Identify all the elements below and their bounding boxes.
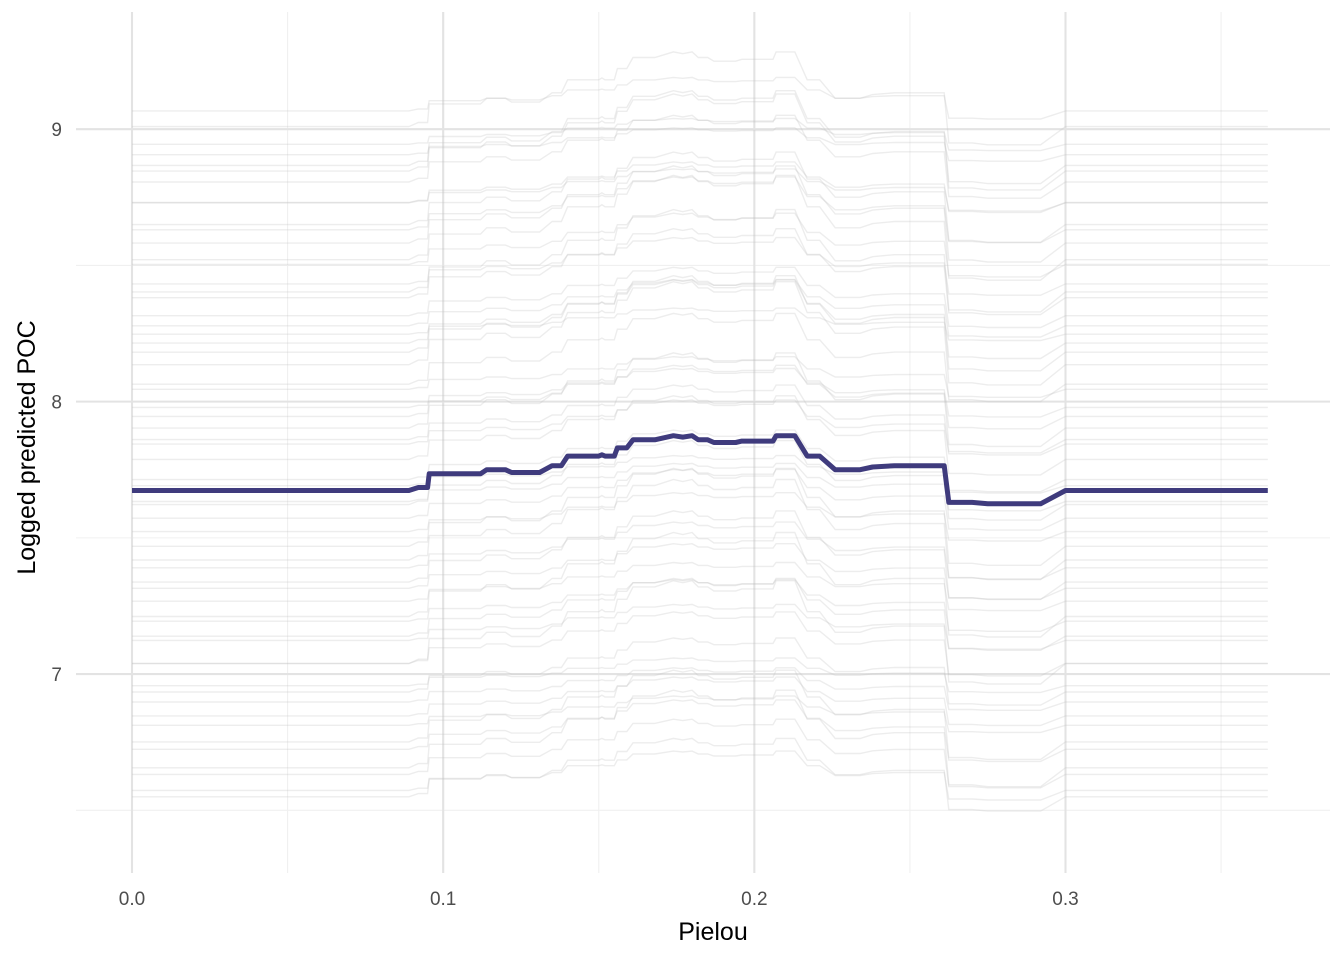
ice-curve bbox=[132, 699, 1268, 763]
ice-curve bbox=[132, 718, 1268, 789]
ice-curve bbox=[132, 531, 1268, 638]
ice-curve bbox=[132, 161, 1268, 214]
ice-curve bbox=[132, 454, 1268, 494]
ice-curve bbox=[132, 577, 1268, 651]
ice-curve bbox=[132, 468, 1268, 531]
y-tick-labels: 7 8 9 bbox=[51, 120, 62, 686]
y-tick-label: 9 bbox=[51, 120, 62, 141]
ice-curve bbox=[132, 117, 1268, 152]
ice-curve bbox=[132, 151, 1268, 243]
ice-curve bbox=[132, 695, 1268, 734]
ice-curves bbox=[132, 51, 1268, 812]
ice-curve bbox=[132, 114, 1268, 199]
ice-curve bbox=[132, 669, 1268, 761]
ice-curve bbox=[132, 127, 1268, 162]
x-tick-label: 0.2 bbox=[741, 889, 767, 910]
ice-curve bbox=[132, 280, 1268, 386]
ice-curve bbox=[132, 312, 1268, 403]
ice-curve bbox=[132, 208, 1268, 313]
ice-curve bbox=[132, 603, 1268, 650]
ice-curve bbox=[132, 89, 1268, 185]
ice-curve bbox=[132, 384, 1268, 454]
ice-curve bbox=[132, 579, 1268, 685]
ice-curve bbox=[132, 165, 1268, 263]
y-tick-label: 8 bbox=[51, 393, 62, 414]
ice-curve bbox=[132, 657, 1268, 694]
ice-curve bbox=[132, 227, 1268, 316]
ice-curve bbox=[132, 510, 1268, 601]
ice-curve bbox=[132, 637, 1268, 706]
minor-gridlines bbox=[76, 12, 1330, 873]
ice-curve bbox=[132, 542, 1268, 600]
ice-curve bbox=[132, 467, 1268, 566]
major-gridlines bbox=[76, 12, 1330, 873]
ice-curve bbox=[132, 51, 1268, 146]
ice-curve bbox=[132, 355, 1268, 398]
y-tick-label: 7 bbox=[51, 665, 62, 686]
ice-curve bbox=[132, 429, 1268, 493]
ice-curve bbox=[132, 737, 1268, 812]
ice-curve bbox=[132, 274, 1268, 372]
ice-curve bbox=[132, 676, 1268, 727]
ice-curve bbox=[132, 266, 1268, 329]
ice-curve bbox=[132, 561, 1268, 612]
y-axis-title: Logged predicted POC bbox=[13, 320, 41, 574]
ice-curve bbox=[132, 236, 1268, 296]
ice-curve bbox=[132, 578, 1268, 632]
ice-curve bbox=[132, 168, 1268, 212]
ice-curve bbox=[132, 521, 1268, 580]
ice-curve bbox=[132, 352, 1268, 448]
ice-curve bbox=[132, 439, 1268, 521]
ice-curve bbox=[132, 367, 1268, 418]
ice-curve bbox=[132, 76, 1268, 120]
ice-curve bbox=[132, 176, 1268, 244]
ice-curve bbox=[132, 212, 1268, 278]
ice-curve bbox=[132, 491, 1268, 542]
ice-curve bbox=[132, 667, 1268, 711]
ice-curve bbox=[132, 93, 1268, 191]
ice-curve bbox=[132, 689, 1268, 788]
ice-curve bbox=[132, 364, 1268, 430]
ice-curve bbox=[132, 750, 1268, 801]
ice-curve bbox=[132, 174, 1268, 281]
ice-curve bbox=[132, 279, 1268, 360]
x-tick-label: 0.0 bbox=[119, 889, 145, 910]
ice-curve bbox=[132, 278, 1268, 338]
x-tick-label: 0.3 bbox=[1052, 889, 1078, 910]
x-tick-labels: 0.0 0.1 0.2 0.3 bbox=[119, 889, 1079, 910]
ice-curve bbox=[132, 307, 1268, 342]
ice-curve bbox=[132, 399, 1268, 456]
average-curve bbox=[132, 433, 1268, 507]
x-axis-title: Pielou bbox=[678, 918, 748, 946]
x-tick-label: 0.1 bbox=[430, 889, 456, 910]
ice-curve bbox=[132, 395, 1268, 476]
ice-curve bbox=[132, 478, 1268, 581]
average-pdp-line bbox=[132, 433, 1268, 507]
ice-curve bbox=[132, 462, 1268, 512]
ice-curve bbox=[132, 611, 1268, 677]
